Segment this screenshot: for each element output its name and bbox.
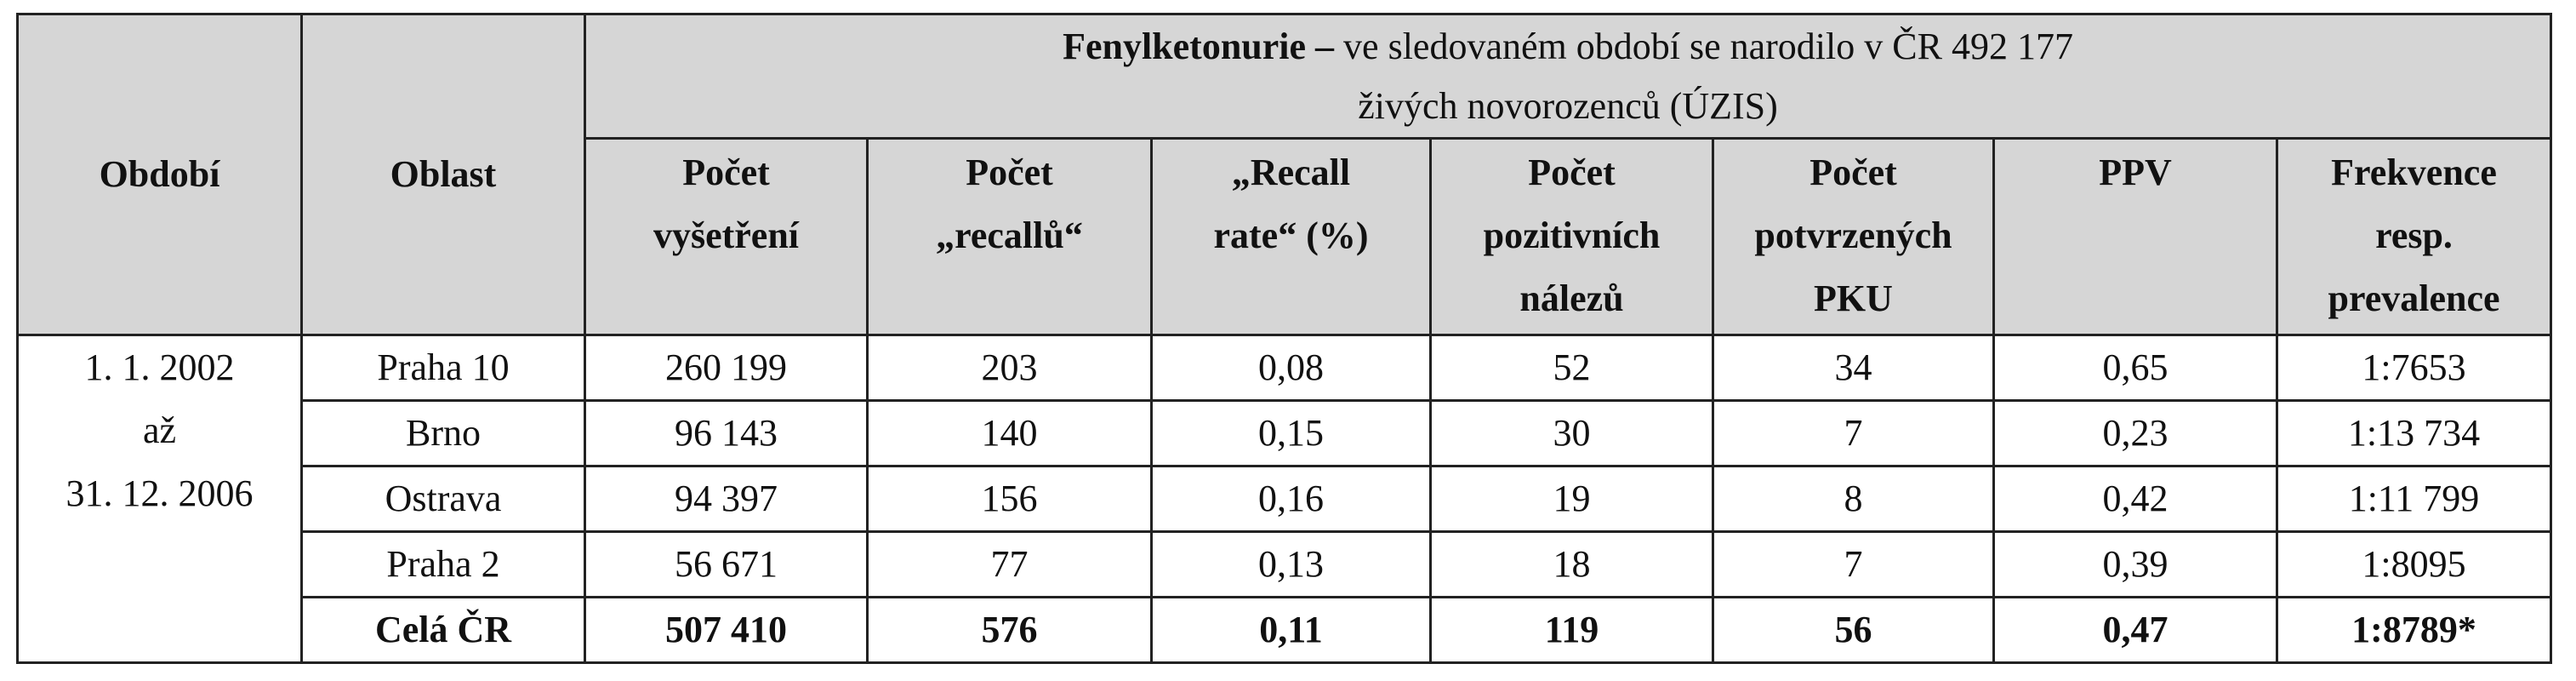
value-cell: 0,42 [1992,465,2278,533]
value-cell: 19 [1429,465,1714,533]
column-header: Frekvence resp. prevalence [2275,137,2553,336]
value-cell: 34 [1712,334,1995,402]
period-line: 31. 12. 2006 [66,472,254,514]
header-period: Období [16,13,303,336]
period-line: až [142,409,177,451]
value-cell: 1:8095 [2275,530,2553,598]
value-cell: 203 [866,334,1153,402]
value-cell: 1:7653 [2275,334,2553,402]
header-line: vyšetření [653,215,800,256]
value-cell: 52 [1429,334,1714,402]
header-line: potvrzených [1754,215,1952,256]
header-line: Frekvence [2331,152,2497,193]
column-header: Počet „recallů“ [866,137,1153,336]
header-line: PPV [2099,152,2172,193]
period-cell: 1. 1. 2002 až 31. 12. 2006 [16,334,303,664]
value-cell: 94 397 [584,465,869,533]
value-cell: 0,08 [1150,334,1432,402]
table-title: Fenylketonurie – ve sledovaném období se… [583,13,2553,140]
region-cell: Brno [300,399,586,467]
header-line: nálezů [1519,278,1624,319]
header-line: Počet [1809,152,1897,193]
title-text: ve sledovaném období se narodilo v ČR 49… [1343,25,2073,67]
header-line: PKU [1814,278,1893,319]
value-cell: 96 143 [584,399,869,467]
value-cell: 1:8789* [2275,596,2553,664]
column-header: Počet pozitivních nálezů [1429,137,1714,336]
header-line: resp. [2375,215,2453,256]
column-header: Počet vyšetření [584,137,869,336]
header-line: Počet [1528,152,1616,193]
value-cell: 30 [1429,399,1714,467]
table-row: 1. 1. 2002 až 31. 12. 2006 Praha 10 260 199 2… [16,334,2553,664]
table-row: Celá ČR 507 410 576 0,11 119 56 0,47 1:8789* [18,596,2553,664]
value-cell: 18 [1429,530,1714,598]
header-line: Počet [966,152,1053,193]
value-cell: 1:11 799 [2275,465,2553,533]
value-cell: 7 [1712,399,1995,467]
title-line: Fenylketonurie – ve sledovaném období se… [586,17,2550,77]
column-header: Počet potvrzených PKU [1712,137,1995,336]
value-cell: 0,65 [1992,334,2278,402]
region-cell: Ostrava [300,465,586,533]
value-cell: 140 [866,399,1153,467]
region-cell: Praha 10 [300,334,586,402]
title-line: živých novorozenců (ÚZIS) [1358,84,1778,127]
value-cell: 576 [866,596,1153,664]
value-cell: 0,15 [1150,399,1432,467]
header-region: Oblast [300,13,586,336]
column-header: PPV [1992,137,2278,336]
value-cell: 56 [1712,596,1995,664]
value-cell: 507 410 [584,596,869,664]
header-line: Počet [682,152,770,193]
table-row: Ostrava 94 397 156 0,16 19 8 0,42 1:11 799 [18,465,2553,533]
value-cell: 260 199 [584,334,869,402]
header-line: prevalence [2328,278,2500,319]
value-cell: 0,47 [1992,596,2278,664]
value-cell: 0,23 [1992,399,2278,467]
value-cell: 156 [866,465,1153,533]
value-cell: 1:13 734 [2275,399,2553,467]
value-cell: 0,39 [1992,530,2278,598]
table-row: Praha 2 56 671 77 0,13 18 7 0,39 1:8095 [18,530,2553,598]
value-cell: 0,13 [1150,530,1432,598]
header-line: rate“ (%) [1213,215,1369,256]
value-cell: 8 [1712,465,1995,533]
region-cell: Praha 2 [300,530,586,598]
header-line: „Recall [1231,152,1351,193]
header-line: pozitivních [1483,215,1661,256]
value-cell: 0,11 [1150,596,1432,664]
region-cell: Celá ČR [300,596,586,664]
prevalence-table: Období Oblast Fenylketonurie – ve sledov… [16,13,2553,664]
header-line: „recallů“ [936,215,1083,256]
table-row: Brno 96 143 140 0,15 30 7 0,23 1:13 734 [18,399,2553,467]
title-bold: Fenylketonurie – [1063,25,1335,67]
value-cell: 119 [1429,596,1714,664]
period-line: 1. 1. 2002 [84,346,235,388]
column-header: „Recall rate“ (%) [1150,137,1432,336]
value-cell: 0,16 [1150,465,1432,533]
value-cell: 7 [1712,530,1995,598]
value-cell: 56 671 [584,530,869,598]
value-cell: 77 [866,530,1153,598]
